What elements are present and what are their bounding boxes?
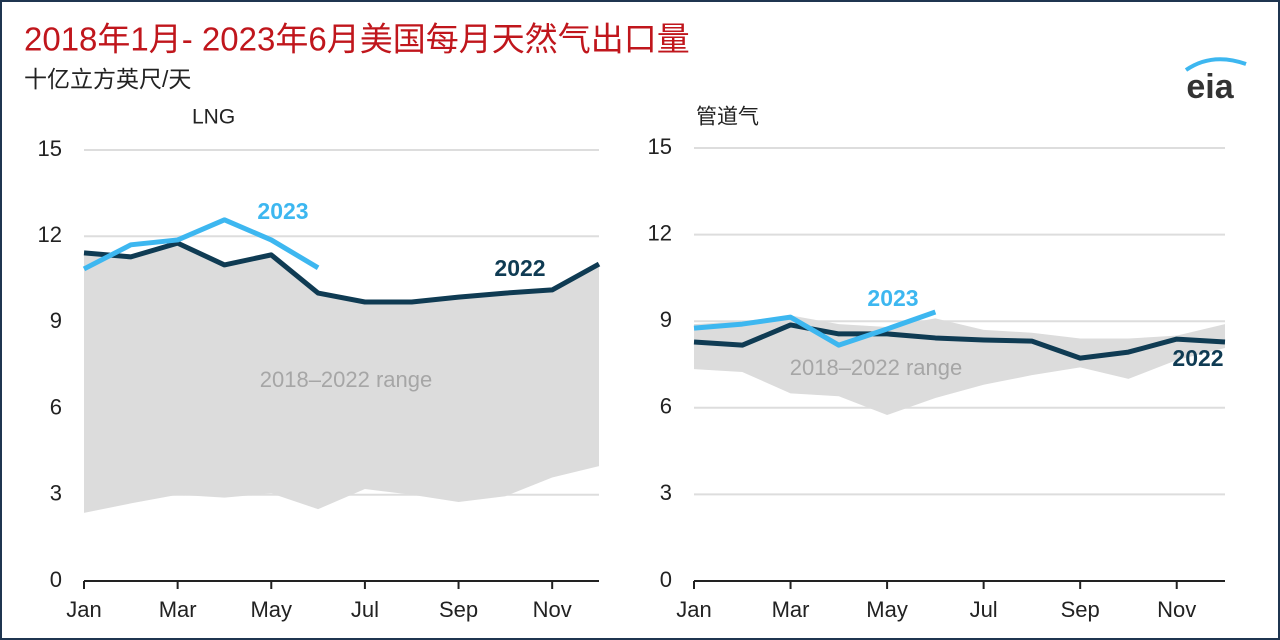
series-line bbox=[83, 240, 601, 305]
y-tick-label: 3 bbox=[50, 481, 62, 506]
y-tick-label: 15 bbox=[38, 136, 62, 161]
series-label: 2023 bbox=[257, 198, 308, 224]
range-label: 2018–2022 range bbox=[790, 355, 963, 380]
title: 2018年1月- 2023年6月美国每月天然气出口量 bbox=[24, 21, 690, 58]
y-tick-label: 15 bbox=[648, 134, 672, 159]
x-tick-label: Jul bbox=[351, 597, 379, 622]
range-label: 2018–2022 range bbox=[260, 367, 433, 392]
x-tick-label: May bbox=[250, 597, 292, 622]
range-band bbox=[84, 241, 599, 513]
y-tick-label: 6 bbox=[50, 394, 62, 419]
y-tick-label: 0 bbox=[50, 567, 62, 592]
y-tick-label: 0 bbox=[660, 567, 672, 592]
x-tick-label: Jul bbox=[970, 597, 998, 622]
y-tick-label: 9 bbox=[660, 307, 672, 332]
x-tick-label: Sep bbox=[1061, 597, 1100, 622]
x-tick-label: Mar bbox=[772, 597, 810, 622]
y-tick-label: 12 bbox=[38, 222, 62, 247]
panel-title: LNG bbox=[192, 106, 235, 129]
x-tick-label: May bbox=[866, 597, 908, 622]
logo-swoosh bbox=[1184, 57, 1247, 72]
y-tick-label: 12 bbox=[648, 220, 672, 245]
series-label: 2022 bbox=[1172, 345, 1223, 371]
x-tick-label: Mar bbox=[159, 597, 197, 622]
series-line bbox=[693, 322, 1226, 361]
x-tick-label: Jan bbox=[66, 597, 101, 622]
subtitle: 十亿立方英尺/天 bbox=[24, 66, 191, 92]
x-tick-label: Jan bbox=[676, 597, 711, 622]
series-line bbox=[693, 309, 937, 348]
y-tick-label: 9 bbox=[50, 308, 62, 333]
y-tick-label: 6 bbox=[660, 394, 672, 419]
x-tick-label: Nov bbox=[1157, 597, 1196, 622]
y-tick-label: 3 bbox=[660, 480, 672, 505]
logo: eia bbox=[1186, 68, 1234, 106]
x-tick-label: Sep bbox=[439, 597, 478, 622]
panel-title: 管道气 bbox=[696, 106, 759, 129]
x-tick-label: Nov bbox=[533, 597, 572, 622]
series-line bbox=[82, 217, 320, 272]
series-label: 2023 bbox=[867, 285, 918, 311]
series-label: 2022 bbox=[494, 255, 545, 281]
